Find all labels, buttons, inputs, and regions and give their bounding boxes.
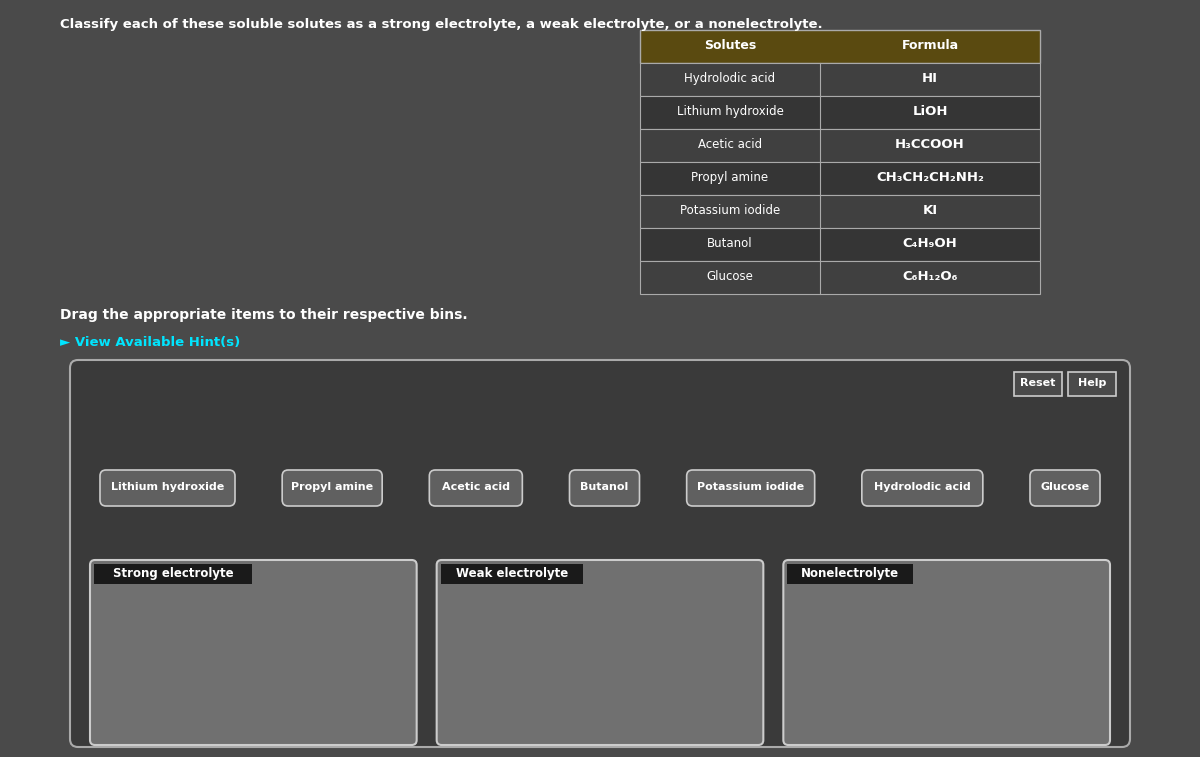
Text: Potassium iodide: Potassium iodide [697, 482, 804, 492]
Text: H₃CCOOH: H₃CCOOH [895, 138, 965, 151]
FancyBboxPatch shape [640, 129, 1040, 162]
FancyBboxPatch shape [640, 162, 1040, 195]
Text: Classify each of these soluble solutes as a strong electrolyte, a weak electroly: Classify each of these soluble solutes a… [60, 18, 823, 31]
Text: Butanol: Butanol [707, 237, 752, 250]
Text: Strong electrolyte: Strong electrolyte [113, 566, 233, 580]
FancyBboxPatch shape [70, 360, 1130, 747]
FancyBboxPatch shape [862, 470, 983, 506]
Text: Glucose: Glucose [1040, 482, 1090, 492]
FancyBboxPatch shape [100, 470, 235, 506]
Text: Solutes: Solutes [704, 39, 756, 52]
FancyBboxPatch shape [90, 560, 416, 745]
FancyBboxPatch shape [570, 470, 640, 506]
FancyBboxPatch shape [640, 96, 1040, 129]
Text: Formula: Formula [901, 39, 959, 52]
FancyBboxPatch shape [282, 470, 382, 506]
Text: Butanol: Butanol [581, 482, 629, 492]
Text: Weak electrolyte: Weak electrolyte [456, 566, 568, 580]
Text: Potassium iodide: Potassium iodide [680, 204, 780, 217]
Text: Glucose: Glucose [707, 270, 754, 283]
FancyBboxPatch shape [430, 470, 522, 506]
Text: Reset: Reset [1020, 378, 1056, 388]
FancyBboxPatch shape [784, 560, 1110, 745]
FancyBboxPatch shape [1014, 372, 1062, 396]
Text: Drag the appropriate items to their respective bins.: Drag the appropriate items to their resp… [60, 308, 468, 322]
Text: KI: KI [923, 204, 937, 217]
FancyBboxPatch shape [94, 564, 252, 584]
Text: Acetic acid: Acetic acid [442, 482, 510, 492]
Text: CH₃CH₂CH₂NH₂: CH₃CH₂CH₂NH₂ [876, 171, 984, 184]
FancyBboxPatch shape [686, 470, 815, 506]
Text: Lithium hydroxide: Lithium hydroxide [677, 105, 784, 118]
Text: Help: Help [1078, 378, 1106, 388]
Text: ► View Available Hint(s): ► View Available Hint(s) [60, 336, 240, 349]
Text: Propyl amine: Propyl amine [691, 171, 768, 184]
Text: Acetic acid: Acetic acid [698, 138, 762, 151]
FancyBboxPatch shape [640, 195, 1040, 228]
FancyBboxPatch shape [640, 30, 1040, 63]
Text: HI: HI [922, 72, 938, 85]
FancyBboxPatch shape [1030, 470, 1100, 506]
FancyBboxPatch shape [640, 63, 1040, 96]
Text: LiOH: LiOH [912, 105, 948, 118]
FancyBboxPatch shape [440, 564, 583, 584]
Text: Lithium hydroxide: Lithium hydroxide [110, 482, 224, 492]
Text: Hydrolodic acid: Hydrolodic acid [684, 72, 775, 85]
FancyBboxPatch shape [640, 228, 1040, 261]
FancyBboxPatch shape [787, 564, 913, 584]
FancyBboxPatch shape [437, 560, 763, 745]
Text: C₆H₁₂O₆: C₆H₁₂O₆ [902, 270, 958, 283]
Text: Propyl amine: Propyl amine [292, 482, 373, 492]
FancyBboxPatch shape [640, 261, 1040, 294]
FancyBboxPatch shape [1068, 372, 1116, 396]
Text: C₄H₉OH: C₄H₉OH [902, 237, 958, 250]
Text: Hydrolodic acid: Hydrolodic acid [874, 482, 971, 492]
Text: Nonelectrolyte: Nonelectrolyte [802, 566, 899, 580]
